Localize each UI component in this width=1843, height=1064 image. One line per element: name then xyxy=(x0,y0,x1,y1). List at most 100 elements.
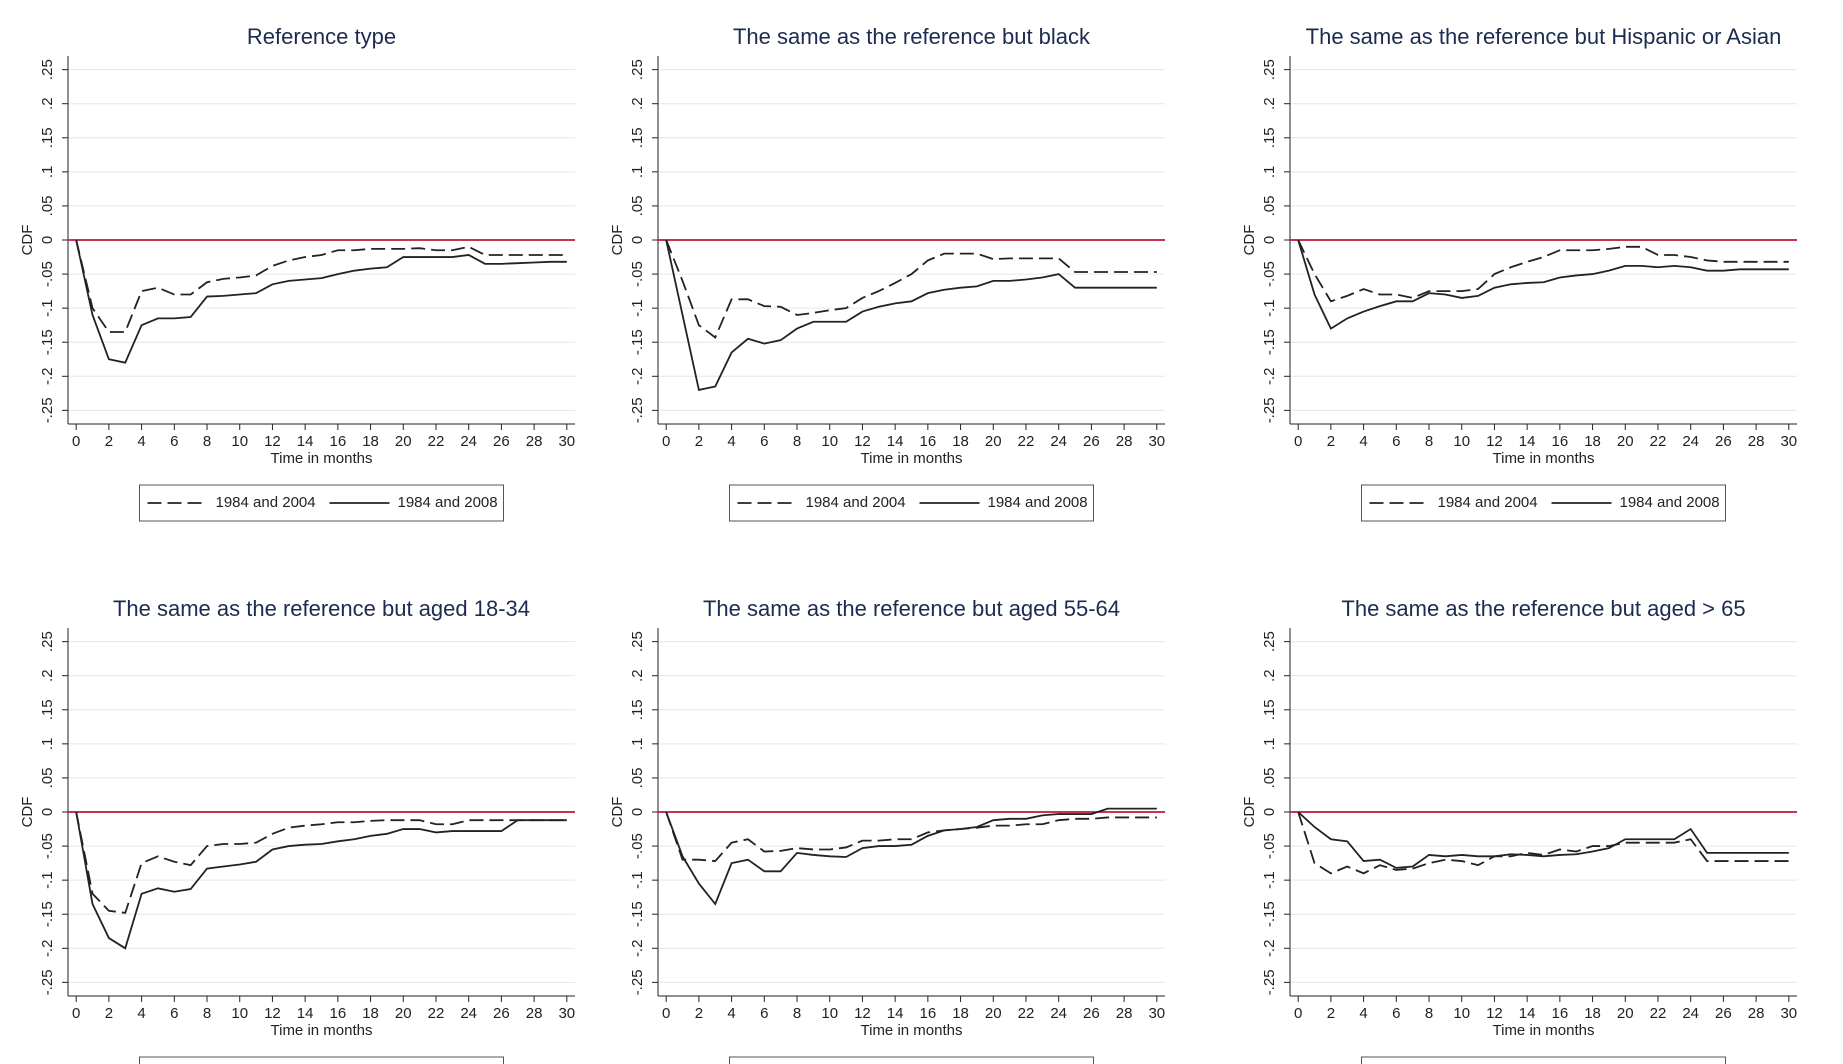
y-tick-label: -.05 xyxy=(1261,833,1278,859)
x-tick-label: 4 xyxy=(137,1005,145,1022)
y-tick-label: -.25 xyxy=(629,397,646,423)
y-tick-label: .25 xyxy=(39,59,56,80)
series-line xyxy=(665,807,1157,906)
x-tick-label: 10 xyxy=(821,433,838,450)
y-tick-label: .05 xyxy=(1261,767,1278,788)
legend-label: 1984 and 2004 xyxy=(216,494,316,511)
x-tick-label: 6 xyxy=(1392,433,1400,450)
y-tick-label: -.1 xyxy=(629,871,646,889)
y-axis-label: CDF xyxy=(609,797,626,828)
x-tick-label: 14 xyxy=(1519,433,1536,450)
y-tick-label: -.25 xyxy=(39,397,56,423)
x-tick-label: 24 xyxy=(1050,1005,1067,1022)
x-tick-label: 22 xyxy=(1650,433,1667,450)
x-tick-label: 30 xyxy=(1148,1005,1165,1022)
y-tick-label: .15 xyxy=(1261,127,1278,148)
y-tick-label: .05 xyxy=(39,195,56,216)
y-tick-label: .2 xyxy=(39,669,56,682)
series-line xyxy=(1297,239,1789,330)
y-tick-label: .15 xyxy=(629,127,646,148)
y-tick-label: .05 xyxy=(39,767,56,788)
y-axis-label: CDF xyxy=(1241,225,1258,256)
x-tick-label: 10 xyxy=(231,433,248,450)
y-tick-label: -.25 xyxy=(629,969,646,995)
y-tick-label: .1 xyxy=(629,166,646,179)
x-tick-label: 26 xyxy=(1083,433,1100,450)
y-tick-label: -.2 xyxy=(1261,368,1278,386)
x-tick-label: 8 xyxy=(203,1005,211,1022)
panel-title: Reference type xyxy=(247,24,396,49)
x-tick-label: 26 xyxy=(1083,1005,1100,1022)
x-tick-label: 2 xyxy=(1327,433,1335,450)
y-tick-label: -.25 xyxy=(1261,397,1278,423)
x-tick-label: 6 xyxy=(760,1005,768,1022)
legend-box xyxy=(139,1056,504,1064)
x-tick-label: 20 xyxy=(395,1005,412,1022)
x-tick-label: 24 xyxy=(460,1005,477,1022)
y-tick-label: 0 xyxy=(629,236,646,244)
x-tick-label: 0 xyxy=(72,433,80,450)
y-tick-label: -.05 xyxy=(629,261,646,287)
panel: The same as the reference but black -.25 -… xyxy=(609,24,1165,522)
x-tick-label: 22 xyxy=(428,433,445,450)
x-tick-label: 16 xyxy=(330,433,347,450)
y-axis-label: CDF xyxy=(19,797,36,828)
y-tick-label: .2 xyxy=(1261,669,1278,682)
x-tick-label: 26 xyxy=(493,1005,510,1022)
y-tick-label: .05 xyxy=(1261,195,1278,216)
x-tick-label: 30 xyxy=(558,433,575,450)
y-tick-label: -.15 xyxy=(1261,329,1278,355)
series-line xyxy=(665,239,1157,339)
panel-title: The same as the reference but aged 55-64 xyxy=(703,596,1120,621)
x-tick-label: 4 xyxy=(727,1005,735,1022)
y-tick-label: .2 xyxy=(39,97,56,110)
x-tick-label: 30 xyxy=(1780,433,1797,450)
x-axis-label: Time in months xyxy=(271,1022,373,1039)
x-tick-label: 18 xyxy=(952,433,969,450)
y-tick-label: -.2 xyxy=(39,940,56,958)
legend-box xyxy=(1361,1056,1726,1064)
y-tick-label: 0 xyxy=(1261,236,1278,244)
y-tick-label: .2 xyxy=(1261,97,1278,110)
y-tick-label: .15 xyxy=(39,127,56,148)
series-line xyxy=(75,811,567,914)
panel-title: The same as the reference but Hispanic o… xyxy=(1306,24,1782,49)
y-tick-label: -.15 xyxy=(629,329,646,355)
panel-title: The same as the reference but black xyxy=(733,24,1091,49)
x-tick-label: 16 xyxy=(1552,1005,1569,1022)
y-tick-label: -.15 xyxy=(1261,901,1278,927)
x-tick-label: 4 xyxy=(1359,433,1367,450)
y-tick-label: .25 xyxy=(1261,59,1278,80)
x-tick-label: 12 xyxy=(264,1005,281,1022)
x-tick-label: 26 xyxy=(1715,1005,1732,1022)
y-tick-label: .15 xyxy=(629,699,646,720)
y-tick-label: .15 xyxy=(1261,699,1278,720)
x-axis-label: Time in months xyxy=(861,1022,963,1039)
x-tick-label: 14 xyxy=(1519,1005,1536,1022)
x-tick-label: 0 xyxy=(1294,1005,1302,1022)
y-tick-label: .1 xyxy=(39,738,56,751)
y-tick-label: -.25 xyxy=(1261,969,1278,995)
x-tick-label: 22 xyxy=(1650,1005,1667,1022)
x-tick-label: 0 xyxy=(662,433,670,450)
legend-box xyxy=(139,484,504,522)
x-tick-label: 12 xyxy=(264,433,281,450)
x-tick-label: 4 xyxy=(137,433,145,450)
y-tick-label: -.1 xyxy=(39,299,56,317)
x-tick-label: 22 xyxy=(1018,433,1035,450)
x-tick-label: 28 xyxy=(1116,433,1133,450)
x-tick-label: 2 xyxy=(105,433,113,450)
x-tick-label: 30 xyxy=(558,1005,575,1022)
y-tick-label: -.15 xyxy=(39,329,56,355)
x-tick-label: 30 xyxy=(1780,1005,1797,1022)
panel-title: The same as the reference but aged 18-34 xyxy=(113,596,530,621)
x-tick-label: 14 xyxy=(887,433,904,450)
x-axis-label: Time in months xyxy=(1493,1022,1595,1039)
y-axis-label: CDF xyxy=(609,225,626,256)
x-tick-label: 18 xyxy=(1584,1005,1601,1022)
x-tick-label: 14 xyxy=(297,433,314,450)
panel-title: The same as the reference but aged > 65 xyxy=(1341,596,1745,621)
series-line xyxy=(75,239,567,364)
x-tick-label: 16 xyxy=(330,1005,347,1022)
x-tick-label: 28 xyxy=(526,433,543,450)
